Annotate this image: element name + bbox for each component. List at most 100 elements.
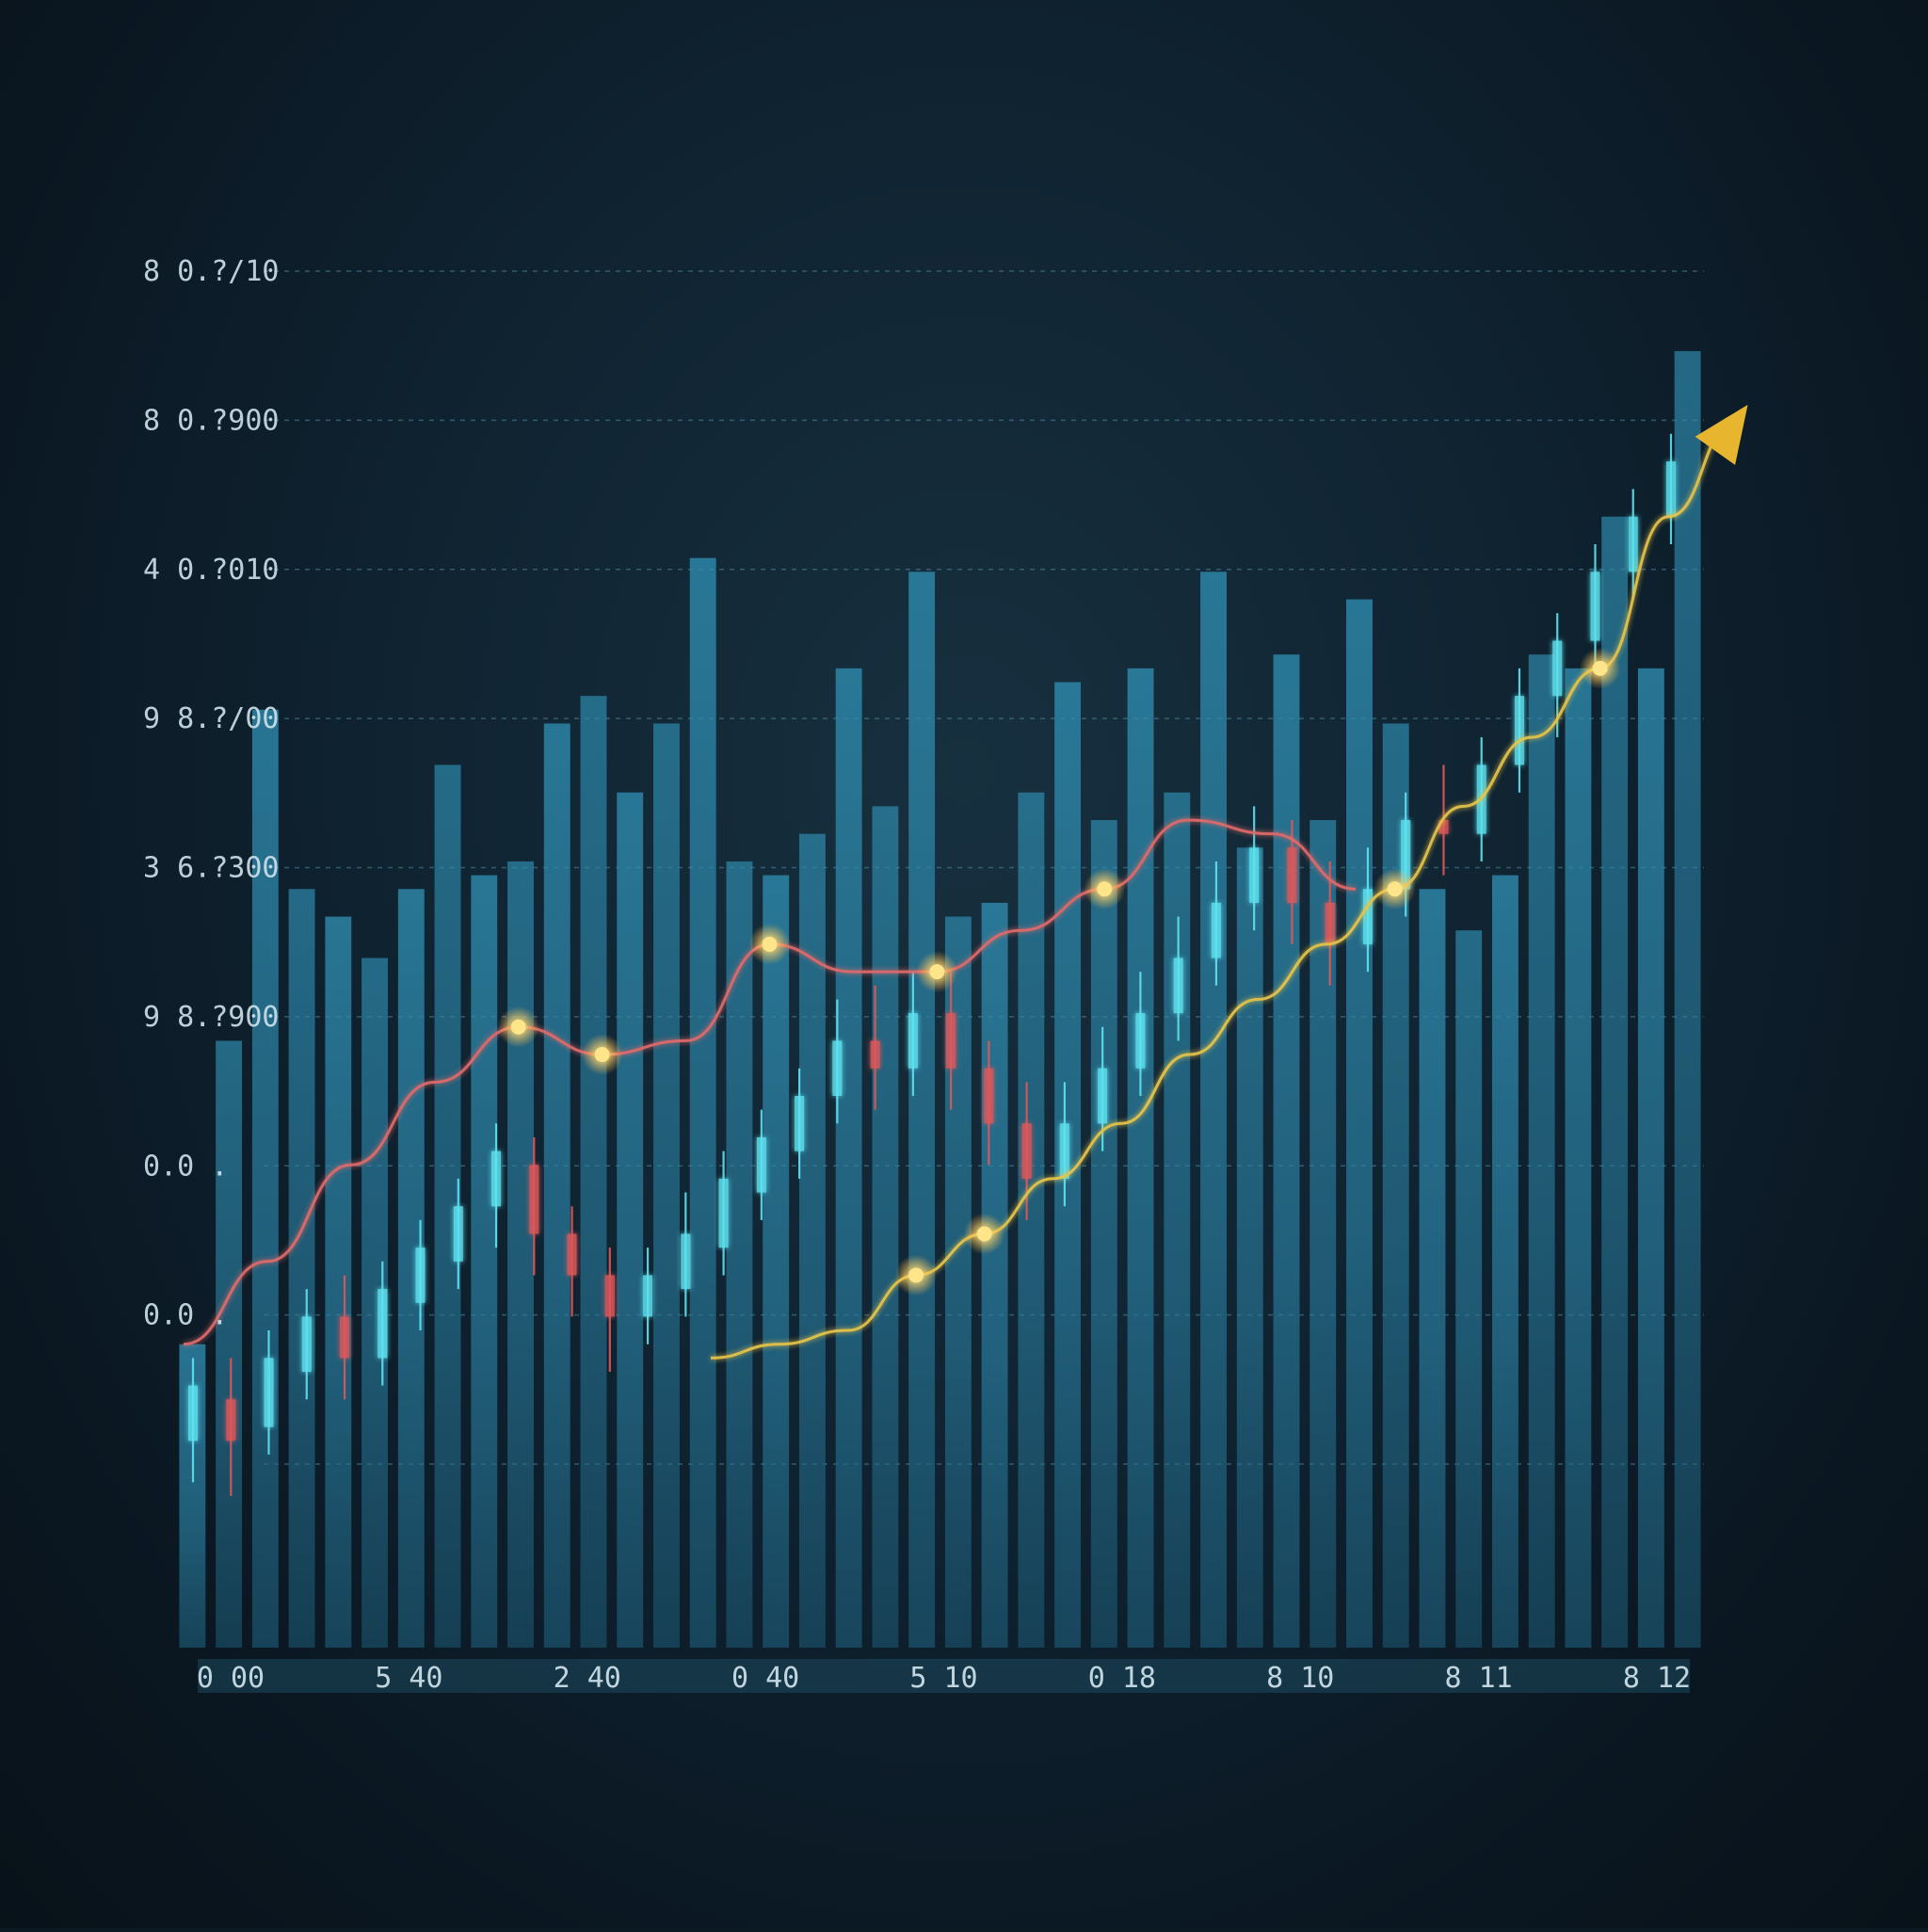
candlestick [1666,433,1676,544]
x-axis-band [198,1659,1690,1693]
candlestick [1514,668,1524,793]
x-tick-label: 0 00 [197,1662,265,1695]
y-tick-label: 0.0 . [143,1150,228,1183]
x-tick-label: 8 12 [1623,1662,1691,1695]
candlestick [378,1261,388,1386]
x-tick-label: 8 11 [1445,1662,1513,1695]
red-trend-line [183,818,1357,1346]
y-tick-label: 4 0.?010 [143,554,280,587]
bar [1127,668,1154,1648]
line-marker [762,936,778,952]
bar [216,1040,243,1648]
bar [1309,820,1337,1648]
candlestick [946,972,956,1110]
candlestick [604,1248,615,1372]
candlestick [264,1330,274,1455]
candlestick [1590,544,1600,668]
line-marker [1097,881,1113,897]
line-marker [929,964,945,980]
x-tick-label: 5 40 [375,1662,442,1695]
line-marker [594,1047,610,1063]
x-tick-label: 2 40 [554,1662,621,1695]
candlestick [984,1040,994,1166]
candlestick [1173,916,1183,1041]
bar [726,861,753,1648]
bar [251,709,279,1648]
candlestick [870,985,880,1110]
bar [1346,599,1373,1648]
bar [798,833,826,1648]
x-tick-label: 8 10 [1266,1662,1334,1695]
candlestick [643,1248,653,1344]
bar [1273,654,1300,1649]
candlestick [1362,847,1373,973]
candlestick [1059,1082,1069,1207]
bar [1491,875,1518,1648]
candlestick [567,1206,577,1317]
candlestick [1211,861,1221,986]
y-tick-label: 8 0.?900 [143,404,280,437]
bar [617,792,644,1648]
bar [1565,668,1592,1648]
bar [981,902,1008,1648]
bar [1528,654,1555,1649]
y-tick-label: 9 8.?900 [143,1001,280,1034]
x-tick-label: 0 40 [731,1662,799,1695]
bar [1419,889,1446,1648]
x-tick-label: 5 10 [909,1662,977,1695]
bar [689,557,716,1648]
candlestick [1021,1082,1032,1220]
line-marker [1387,881,1403,897]
bar [763,875,790,1648]
bar [1200,572,1227,1648]
candlestick [491,1123,502,1248]
candlestick [340,1275,350,1400]
bar [908,572,936,1648]
bar [872,806,899,1648]
bar [1637,668,1664,1648]
line-marker [510,1019,526,1035]
y-tick-label: 8 0.?/10 [143,255,280,288]
y-tick-label: 0.0 . [143,1299,228,1332]
x-tick-label: 0 18 [1088,1662,1156,1695]
candlestick [226,1358,236,1496]
x-axis: 0 00 5 40 2 40 0 40 5 10 0 18 8 10 8 11 8 12 [197,1659,1691,1695]
candlestick [681,1192,691,1317]
bar [653,723,680,1648]
bar [288,889,315,1648]
bar [1018,792,1045,1648]
bar [835,668,862,1648]
candlestick [529,1136,539,1276]
bar [1601,516,1629,1649]
line-marker [1592,660,1608,676]
bar [1090,820,1117,1648]
candlestick [756,1109,766,1220]
bar [1455,930,1483,1648]
y-axis-ticks: 8 0.?/10 8 0.?900 4 0.?010 9 8.?/00 3 6.?300… [143,255,280,1332]
candlestick [1135,972,1146,1096]
y-tick-label: 9 8.?/00 [143,702,280,735]
candlestick [908,972,918,1096]
candlestick [795,1068,805,1179]
bar [1164,792,1191,1648]
line-marker [976,1226,992,1242]
candlestick [832,999,843,1124]
bar [580,696,607,1648]
candlestick [1249,806,1260,931]
bar [325,916,352,1648]
candlestick [1325,861,1335,986]
candlestick [301,1289,312,1400]
line-markers [497,647,1621,1296]
bar [471,875,498,1648]
candlestick [453,1178,463,1290]
trend-arrow-icon [1695,404,1748,465]
bar [1236,847,1263,1648]
y-tick-label: 3 6.?300 [143,852,280,885]
bar [543,723,570,1648]
line-marker [908,1267,924,1283]
bars [179,350,1701,1649]
bar [1674,350,1701,1648]
bar [507,861,534,1648]
